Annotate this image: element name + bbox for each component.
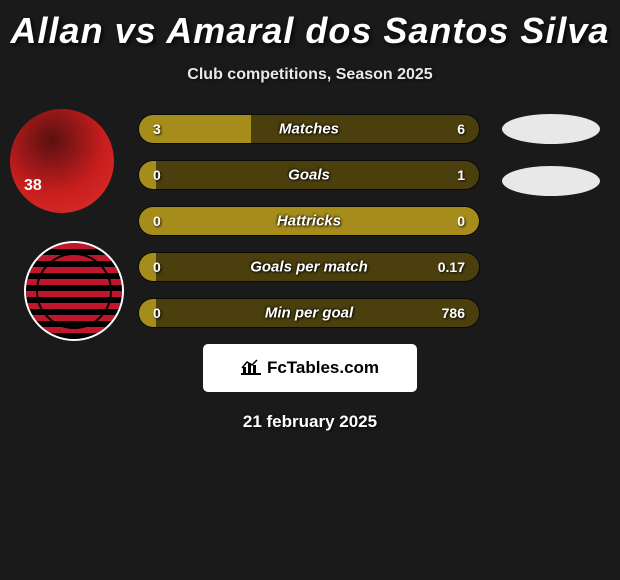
stat-label: Hattricks xyxy=(277,213,341,230)
right-ovals xyxy=(502,114,600,218)
stat-value-right: 1 xyxy=(457,167,465,183)
stat-value-right: 0.17 xyxy=(438,259,465,275)
stat-row: Goals 0 1 xyxy=(138,160,480,190)
stat-label: Min per goal xyxy=(265,305,353,322)
page-title: Allan vs Amaral dos Santos Silva xyxy=(0,0,620,52)
stat-value-left: 0 xyxy=(153,167,161,183)
stat-value-right: 6 xyxy=(457,121,465,137)
stat-value-right: 0 xyxy=(457,213,465,229)
stat-row: Min per goal 0 786 xyxy=(138,298,480,328)
stat-row: Matches 3 6 xyxy=(138,114,480,144)
player1-avatar: 38 xyxy=(10,109,114,213)
club-crest-icon xyxy=(26,243,122,339)
date-label: 21 february 2025 xyxy=(0,412,620,432)
stat-value-left: 3 xyxy=(153,121,161,137)
stat-label: Matches xyxy=(279,121,339,138)
player2-avatar xyxy=(24,241,124,341)
badge-text: FcTables.com xyxy=(267,358,379,378)
stat-bars: Matches36Goals01Hattricks00Goals per mat… xyxy=(138,114,480,328)
stat-row: Goals per match 0 0.17 xyxy=(138,252,480,282)
chart-icon xyxy=(241,359,261,377)
stat-value-left: 0 xyxy=(153,213,161,229)
source-badge[interactable]: FcTables.com xyxy=(203,344,417,392)
avatar-column: 38 xyxy=(10,109,120,341)
stat-value-left: 0 xyxy=(153,305,161,321)
subtitle: Club competitions, Season 2025 xyxy=(0,66,620,84)
oval-placeholder xyxy=(502,166,600,196)
oval-placeholder xyxy=(502,114,600,144)
player1-jersey-number: 38 xyxy=(24,177,42,195)
comparison-content: 38 Matches36Goals01Hattricks00Goals per … xyxy=(0,114,620,432)
stat-value-right: 786 xyxy=(442,305,465,321)
stat-value-left: 0 xyxy=(153,259,161,275)
stat-row: Hattricks 0 0 xyxy=(138,206,480,236)
stat-label: Goals per match xyxy=(250,259,368,276)
stat-label: Goals xyxy=(288,167,330,184)
